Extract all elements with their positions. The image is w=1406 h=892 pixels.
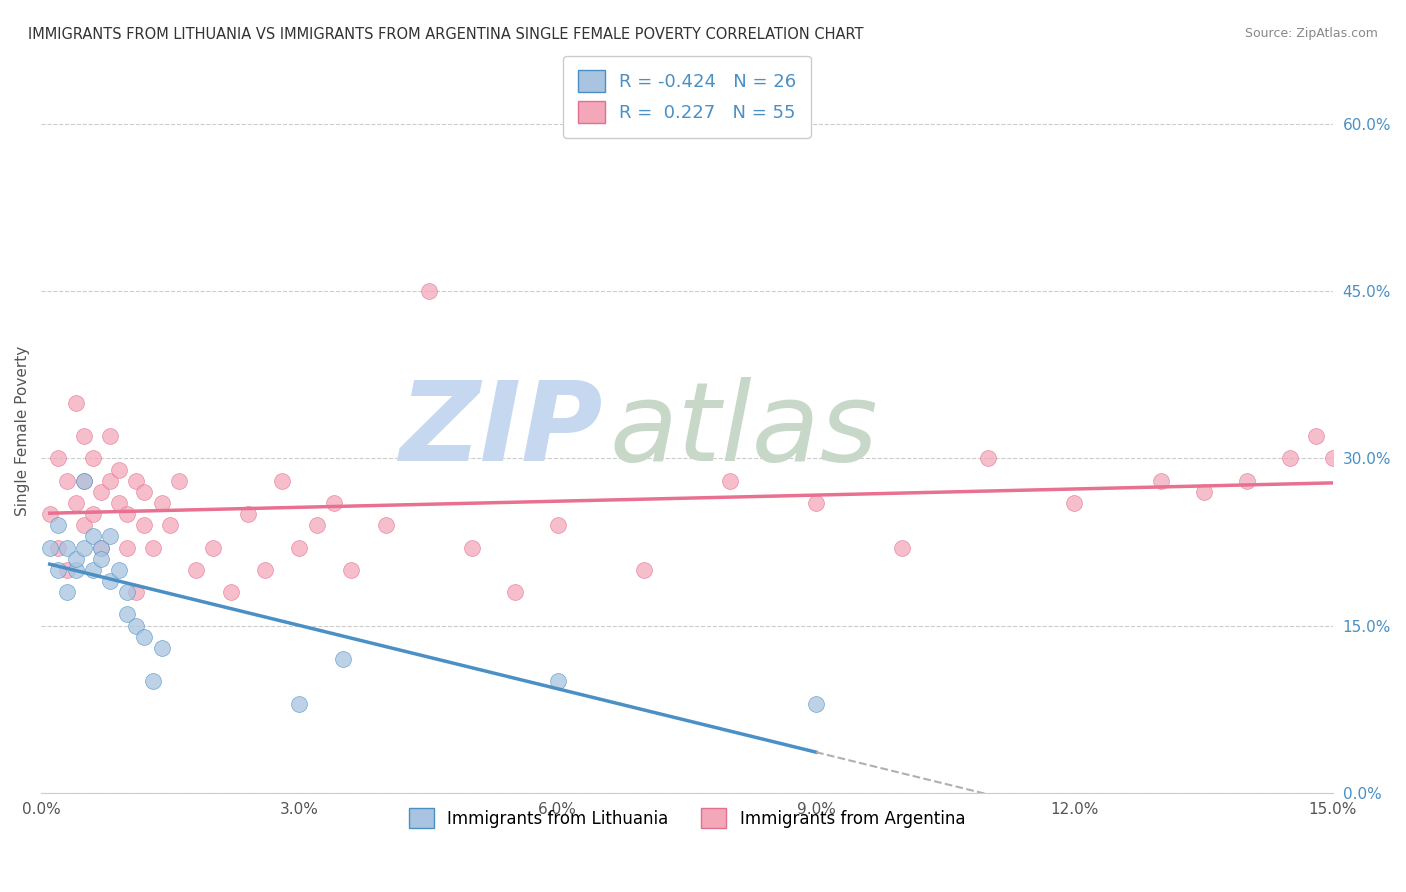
Point [1149,474,1171,488]
Point [107,462,129,476]
Point [56,563,79,577]
Point [332,652,354,666]
Point [1236,474,1258,488]
Point [305,518,328,533]
Point [547,518,569,533]
Point [115,607,138,622]
Point [150,640,173,655]
Point [46,451,69,466]
Point [804,496,827,510]
Point [90,541,112,555]
Point [633,563,655,577]
Point [340,563,363,577]
Point [804,697,827,711]
Point [65,563,87,577]
Point [38,541,60,555]
Point [322,496,344,510]
Point [134,518,156,533]
Point [134,630,156,644]
Point [718,474,741,488]
Point [271,474,294,488]
Point [159,518,181,533]
Point [202,541,225,555]
Text: Source: ZipAtlas.com: Source: ZipAtlas.com [1244,27,1378,40]
Point [56,585,79,599]
Point [73,429,96,443]
Point [98,429,121,443]
Legend: Immigrants from Lithuania, Immigrants from Argentina: Immigrants from Lithuania, Immigrants fr… [402,801,972,835]
Point [134,484,156,499]
Point [98,574,121,588]
Point [107,563,129,577]
Point [46,518,69,533]
Point [115,541,138,555]
Point [125,618,148,632]
Point [1278,451,1301,466]
Point [56,474,79,488]
Point [184,563,207,577]
Point [73,541,96,555]
Point [418,285,440,299]
Point [90,551,112,566]
Point [46,563,69,577]
Point [98,529,121,543]
Point [374,518,396,533]
Point [82,451,104,466]
Point [547,674,569,689]
Point [38,507,60,521]
Point [90,541,112,555]
Point [115,507,138,521]
Point [253,563,276,577]
Point [1305,429,1327,443]
Point [65,551,87,566]
Point [82,507,104,521]
Point [167,474,190,488]
Point [125,474,148,488]
Point [115,585,138,599]
Point [90,484,112,499]
Point [236,507,259,521]
Point [1192,484,1215,499]
Point [142,674,165,689]
Text: IMMIGRANTS FROM LITHUANIA VS IMMIGRANTS FROM ARGENTINA SINGLE FEMALE POVERTY COR: IMMIGRANTS FROM LITHUANIA VS IMMIGRANTS … [28,27,863,42]
Point [150,496,173,510]
Text: ZIP: ZIP [399,377,603,484]
Point [73,474,96,488]
Point [82,529,104,543]
Point [142,541,165,555]
Point [1322,451,1344,466]
Point [460,541,482,555]
Point [288,697,311,711]
Point [65,496,87,510]
Point [65,395,87,409]
Point [73,474,96,488]
Point [1063,496,1085,510]
Point [73,518,96,533]
Point [107,496,129,510]
Point [56,541,79,555]
Point [46,541,69,555]
Point [977,451,1000,466]
Point [98,474,121,488]
Point [288,541,311,555]
Text: atlas: atlas [609,377,879,484]
Point [503,585,526,599]
Y-axis label: Single Female Poverty: Single Female Poverty [15,345,30,516]
Point [82,563,104,577]
Point [891,541,914,555]
Point [125,585,148,599]
Point [219,585,242,599]
